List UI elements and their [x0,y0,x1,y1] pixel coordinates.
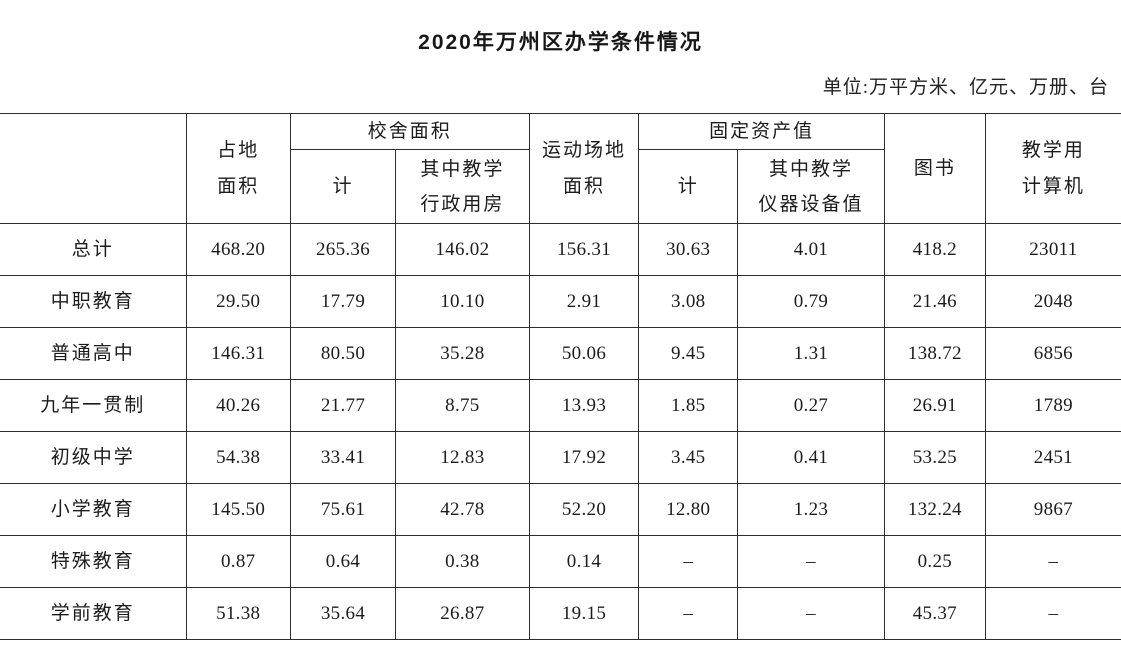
cell: 468.20 [185,223,291,277]
row-label: 学前教育 [0,587,187,641]
cell: 53.25 [883,431,986,485]
cell: 265.36 [289,223,397,277]
cell: 21.46 [883,275,986,329]
cell: 0.25 [883,535,986,589]
cell: 19.15 [528,587,640,641]
cell: 13.93 [528,379,640,433]
cell: 0.64 [289,535,397,589]
cell: 0.79 [737,275,885,329]
cell: – [737,535,885,589]
table-row-nine-year: 九年一贯制 40.26 21.77 8.75 13.93 1.85 0.27 2… [0,379,1121,433]
cell: 80.50 [289,327,397,381]
cell: 156.31 [528,223,640,277]
cell: 1.31 [737,327,885,381]
cell: 30.63 [638,223,739,277]
cell: 12.80 [638,483,739,537]
cell: – [638,535,739,589]
cell: 2451 [984,431,1121,485]
cell: 17.79 [289,275,397,329]
unit-note: 单位:万平方米、亿元、万册、台 [822,77,1109,98]
table-row-total: 总计 468.20 265.36 146.02 156.31 30.63 4.0… [0,223,1121,277]
cell: – [984,587,1121,641]
cell: 45.37 [883,587,986,641]
cell: 54.38 [185,431,291,485]
cell: 145.50 [185,483,291,537]
cell: 23011 [984,223,1121,277]
cell: 40.26 [185,379,291,433]
cell: 3.45 [638,431,739,485]
cell: 33.41 [289,431,397,485]
col-header-land-area: 占地 面积 [185,112,291,225]
row-label: 初级中学 [0,431,187,485]
cell: 0.41 [737,431,885,485]
cell: 4.01 [737,223,885,277]
school-conditions-table: 占地 面积 校舍面积 运动场地 面积 固定资产值 图书 教学用 计算机 计 其中… [0,112,1121,641]
table-row-special: 特殊教育 0.87 0.64 0.38 0.14 – – 0.25 – [0,535,1121,589]
cell: – [984,535,1121,589]
table-row-primary: 小学教育 145.50 75.61 42.78 52.20 12.80 1.23… [0,483,1121,537]
cell: 12.83 [395,431,530,485]
col-header-assets-total: 计 [638,149,739,225]
cell: 75.61 [289,483,397,537]
row-label: 九年一贯制 [0,379,187,433]
cell: 0.87 [185,535,291,589]
cell: 26.91 [883,379,986,433]
table-body: 总计 468.20 265.36 146.02 156.31 30.63 4.0… [0,223,1121,641]
row-label: 普通高中 [0,327,187,381]
col-header-books: 图书 [883,112,986,225]
cell: 8.75 [395,379,530,433]
cell: 50.06 [528,327,640,381]
cell: 2.91 [528,275,640,329]
cell: 9.45 [638,327,739,381]
header-sub-row: 计 其中教学 行政用房 计 其中教学 仪器设备值 [0,149,1121,225]
table-row-preschool: 学前教育 51.38 35.64 26.87 19.15 – – 45.37 – [0,587,1121,641]
cell: 418.2 [883,223,986,277]
table-header: 占地 面积 校舍面积 运动场地 面积 固定资产值 图书 教学用 计算机 计 其中… [0,112,1121,225]
cell: – [737,587,885,641]
table-row-vocational: 中职教育 29.50 17.79 10.10 2.91 3.08 0.79 21… [0,275,1121,329]
cell: 42.78 [395,483,530,537]
cell: 146.02 [395,223,530,277]
cell: 26.87 [395,587,530,641]
header-group-row: 占地 面积 校舍面积 运动场地 面积 固定资产值 图书 教学用 计算机 [0,112,1121,225]
col-header-building-teaching-admin: 其中教学 行政用房 [395,149,530,225]
cell: 3.08 [638,275,739,329]
cell: 0.14 [528,535,640,589]
page-title: 2020年万州区办学条件情况 [418,31,703,54]
cell: 52.20 [528,483,640,537]
row-label: 中职教育 [0,275,187,329]
cell: 29.50 [185,275,291,329]
cell: 1789 [984,379,1121,433]
cell: 17.92 [528,431,640,485]
row-label: 总计 [0,223,187,277]
col-header-building-total: 计 [290,149,397,225]
cell: 6856 [984,327,1121,381]
cell: 138.72 [883,327,986,381]
cell: 1.23 [737,483,885,537]
cell: 2048 [984,275,1121,329]
cell: 146.31 [185,327,291,381]
cell: 35.28 [395,327,530,381]
cell: 35.64 [289,587,397,641]
table-row-junior-middle: 初级中学 54.38 33.41 12.83 17.92 3.45 0.41 5… [0,431,1121,485]
cell: 21.77 [289,379,397,433]
row-label: 特殊教育 [0,535,187,589]
col-header-teaching-computers: 教学用 计算机 [984,112,1121,225]
cell: 51.38 [185,587,291,641]
cell: 132.24 [883,483,986,537]
cell: 10.10 [395,275,530,329]
cell: 0.27 [737,379,885,433]
table-row-regular-high: 普通高中 146.31 80.50 35.28 50.06 9.45 1.31 … [0,327,1121,381]
cell: 9867 [984,483,1121,537]
col-group-fixed-assets: 固定资产值 [638,112,885,151]
col-header-playground-area: 运动场地 面积 [528,112,640,225]
row-label: 小学教育 [0,483,187,537]
col-header-assets-teaching-equipment: 其中教学 仪器设备值 [737,149,885,225]
cell: – [638,587,739,641]
cell: 1.85 [638,379,739,433]
cell: 0.38 [395,535,530,589]
col-group-building-area: 校舍面积 [289,112,530,151]
corner-cell [0,112,187,225]
